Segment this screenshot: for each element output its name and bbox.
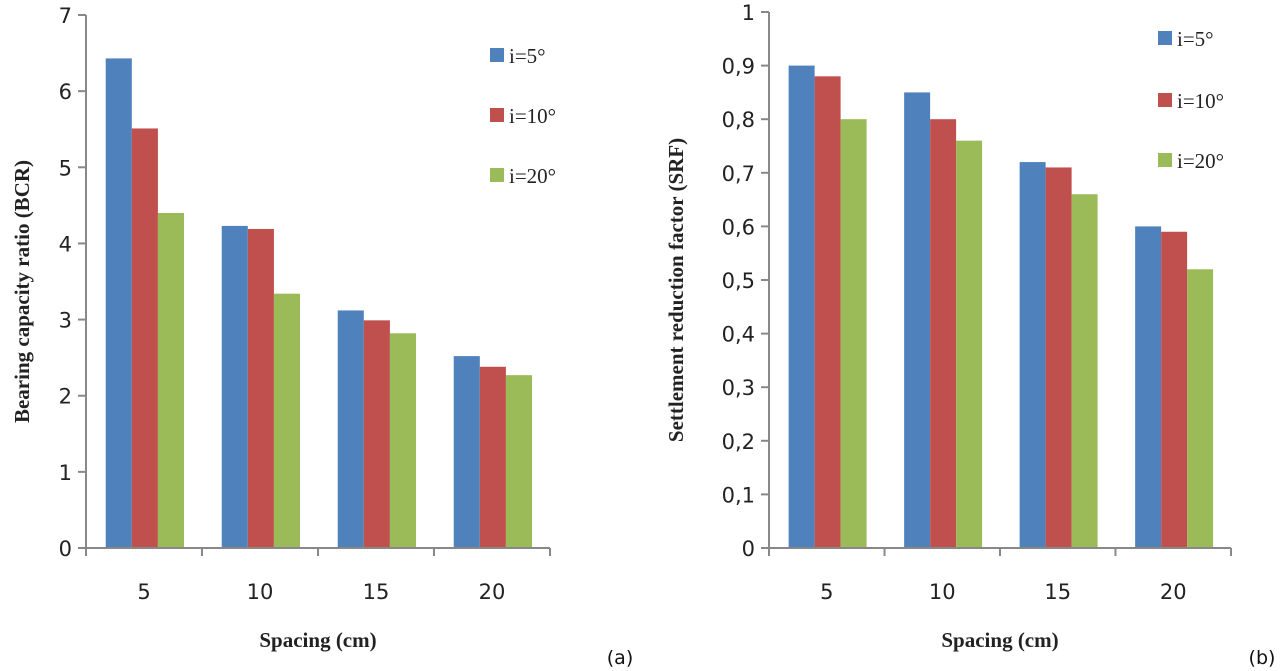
y-tick-label: 7 — [59, 4, 72, 28]
bar-5deg-10 — [904, 92, 931, 549]
legend-swatch — [490, 168, 504, 182]
bar-5deg-5 — [105, 58, 132, 548]
bar-10deg-10 — [930, 119, 957, 548]
legend-label: i=5° — [509, 44, 546, 68]
y-tick-label: 1 — [742, 1, 755, 25]
y-tick-label: 4 — [59, 232, 72, 256]
bar-20deg-20 — [1187, 269, 1214, 548]
bar-10deg-5 — [814, 76, 841, 548]
y-tick-label: 0,1 — [722, 483, 755, 507]
panel-label: (b) — [1249, 647, 1276, 669]
legend-label: i=5° — [1177, 27, 1214, 51]
bar-10deg-20 — [1161, 231, 1188, 548]
panel-label: (a) — [607, 647, 633, 669]
y-tick-label: 0,9 — [722, 55, 755, 79]
chart-panel-a: 0 1 2 3 4 5 6 7 5 10 15 20 Spacing (cm) Bearing capac… — [10, 4, 633, 669]
y-tick-label: 0,2 — [722, 430, 755, 454]
x-tick-label: 15 — [1044, 580, 1071, 604]
y-tick-label: 0,7 — [722, 162, 755, 186]
y-tick-label: 5 — [59, 156, 72, 180]
bar-5deg-10 — [221, 225, 248, 548]
bar-20deg-5 — [157, 212, 185, 548]
bar-20deg-15 — [389, 333, 417, 548]
legend-swatch — [1158, 93, 1172, 107]
bar-10deg-15 — [1045, 167, 1072, 548]
y-axis-label: Settlement reduction factor (SRF) — [664, 138, 688, 442]
bar-5deg-20 — [1135, 226, 1162, 548]
y-tick-label: 6 — [59, 80, 72, 104]
x-tick-label: 15 — [363, 580, 390, 604]
y-axis-label: Bearing capacity ratio (BCR) — [10, 160, 34, 423]
y-tick-label: 0 — [742, 537, 755, 561]
y-tick-label: 0,8 — [722, 108, 755, 132]
y-tick-label: 0,3 — [722, 376, 755, 400]
chart-panel-b: 00,10,20,30,40,50,60,70,80,915 10 15 20Spac… — [664, 1, 1275, 669]
legend: i=5° i=10° i=20° — [1158, 27, 1224, 173]
bar-20deg-5 — [840, 119, 867, 548]
x-tick-label: 5 — [820, 580, 833, 604]
y-tick-label: 3 — [59, 309, 72, 333]
bar-20deg-20 — [505, 375, 533, 548]
legend-swatch — [1158, 153, 1172, 167]
bar-20deg-10 — [273, 293, 301, 548]
legend-label: i=10° — [1177, 89, 1224, 113]
bar-10deg-10 — [247, 228, 274, 548]
legend-label: i=20° — [1177, 149, 1224, 173]
x-axis-label: Spacing (cm) — [941, 628, 1058, 652]
y-tick-label: 0,4 — [722, 323, 755, 347]
legend-label: i=10° — [509, 104, 556, 128]
y-tick-label: 0,6 — [722, 215, 755, 239]
legend-swatch — [1158, 31, 1172, 45]
bar-5deg-15 — [1019, 162, 1046, 548]
x-tick-label: 20 — [479, 580, 506, 604]
legend-swatch — [490, 48, 504, 62]
bar-5deg-15 — [337, 310, 364, 548]
x-tick-label: 10 — [247, 580, 274, 604]
legend-label: i=20° — [509, 164, 556, 188]
bar-20deg-15 — [1071, 194, 1098, 549]
bar-10deg-15 — [363, 320, 390, 548]
x-axis-label: Spacing (cm) — [259, 628, 376, 652]
y-tick-label: 1 — [59, 461, 72, 485]
bar-5deg-20 — [453, 356, 480, 548]
bar-10deg-5 — [131, 128, 158, 548]
bar-20deg-10 — [956, 140, 983, 548]
bar-10deg-20 — [479, 366, 506, 548]
bar-5deg-5 — [788, 65, 815, 548]
x-tick-label: 5 — [137, 580, 150, 604]
y-tick-label: 2 — [59, 385, 72, 409]
x-tick-label: 10 — [929, 580, 956, 604]
legend-swatch — [490, 108, 504, 122]
y-tick-label: 0 — [59, 537, 72, 561]
y-tick-label: 0,5 — [722, 269, 755, 293]
x-tick-label: 20 — [1160, 580, 1187, 604]
legend: i=5° i=10° i=20° — [490, 44, 556, 188]
